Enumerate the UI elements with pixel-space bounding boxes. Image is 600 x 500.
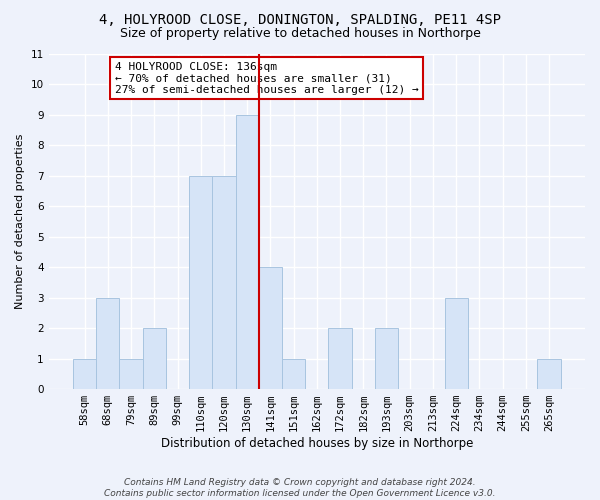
Bar [96,298,119,389]
Bar [445,298,468,389]
Bar [143,328,166,389]
Text: Size of property relative to detached houses in Northorpe: Size of property relative to detached ho… [119,28,481,40]
X-axis label: Distribution of detached houses by size in Northorpe: Distribution of detached houses by size … [161,437,473,450]
Bar [73,358,96,389]
Bar [375,328,398,389]
Bar [236,115,259,389]
Bar [212,176,236,389]
Bar [282,358,305,389]
Text: 4, HOLYROOD CLOSE, DONINGTON, SPALDING, PE11 4SP: 4, HOLYROOD CLOSE, DONINGTON, SPALDING, … [99,12,501,26]
Text: Contains HM Land Registry data © Crown copyright and database right 2024.
Contai: Contains HM Land Registry data © Crown c… [104,478,496,498]
Y-axis label: Number of detached properties: Number of detached properties [15,134,25,309]
Bar [119,358,143,389]
Bar [538,358,560,389]
Bar [259,267,282,389]
Text: 4 HOLYROOD CLOSE: 136sqm
← 70% of detached houses are smaller (31)
27% of semi-d: 4 HOLYROOD CLOSE: 136sqm ← 70% of detach… [115,62,419,95]
Bar [328,328,352,389]
Bar [189,176,212,389]
